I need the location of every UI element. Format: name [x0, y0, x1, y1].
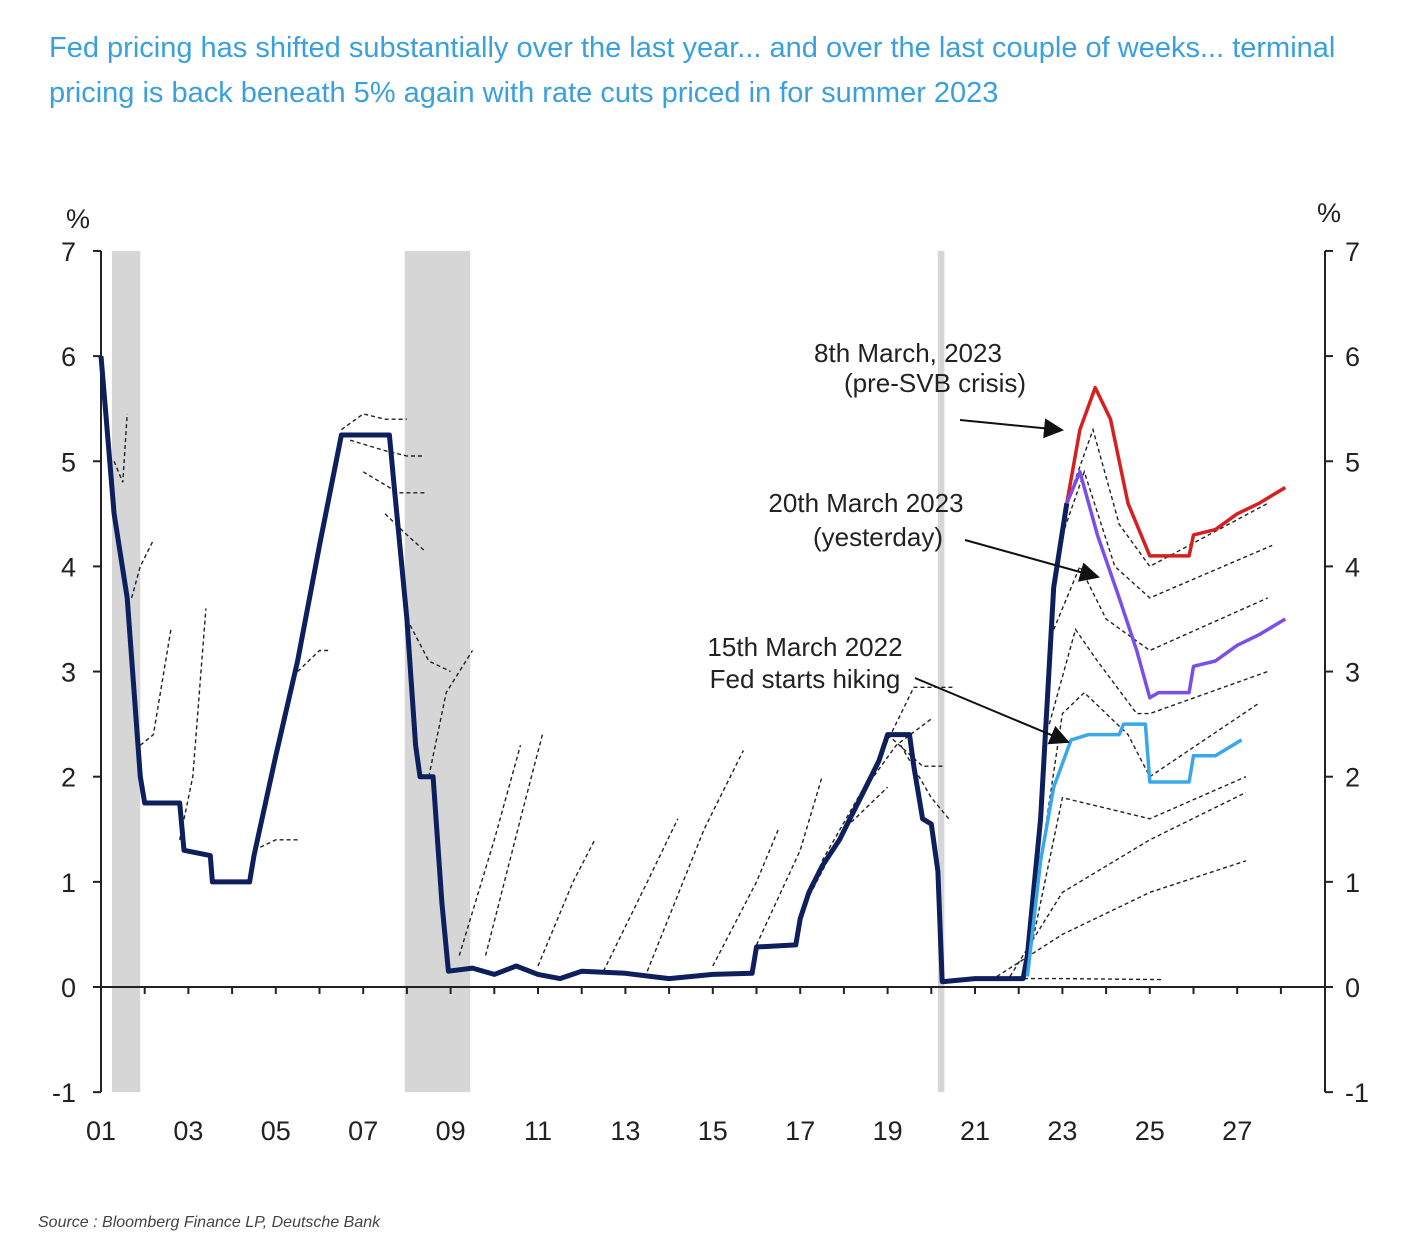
- recession-band: [111, 250, 141, 1093]
- march-20-2023-line: [1065, 470, 1287, 700]
- forward-curve-dashed: [384, 513, 425, 552]
- y-unit-right: %: [1317, 198, 1341, 228]
- forward-curve-dashed: [484, 734, 544, 956]
- x-tick-label: 09: [436, 1116, 466, 1146]
- annotation-label: 20th March 2023: [768, 488, 963, 518]
- x-tick-label: 27: [1222, 1116, 1252, 1146]
- y-tick-label-left: 5: [61, 447, 76, 477]
- forward-curve-dashed: [887, 734, 945, 767]
- x-tick-label: 21: [960, 1116, 990, 1146]
- x-tick-label: 07: [348, 1116, 378, 1146]
- x-tick-label: 05: [261, 1116, 291, 1146]
- y-tick-label-left: 3: [61, 658, 76, 688]
- forward-curve-dashed: [253, 839, 298, 851]
- recession-band: [937, 250, 945, 1093]
- forward-curve-dashed: [458, 745, 522, 956]
- forward-curve-dashed: [1053, 564, 1269, 652]
- annotation-arrow: [964, 539, 1100, 582]
- y-tick-label-left: 0: [61, 973, 76, 1003]
- forward-curve-dashed: [1039, 691, 1260, 861]
- annotation-label-line2: (pre-SVB crisis): [844, 368, 1026, 398]
- forward-curve-dashed: [1066, 427, 1269, 568]
- y-tick-label-left: -1: [52, 1078, 76, 1108]
- annotation-label-line2: (yesterday): [813, 522, 943, 552]
- forward-curve-dashed: [1048, 627, 1269, 725]
- y-tick-label-right: -1: [1345, 1078, 1369, 1108]
- forward-curve-dashed: [340, 413, 407, 431]
- forward-curve-dashed: [362, 471, 425, 494]
- annotation-label: 15th March 2022: [707, 632, 902, 662]
- forward-curve-dashed: [179, 608, 207, 840]
- forward-curve-dashed: [537, 839, 596, 967]
- forward-curve-dashed: [900, 744, 950, 820]
- y-unit-left: %: [66, 204, 90, 234]
- forward-curve-dashed: [646, 750, 745, 972]
- y-tick-label-right: 2: [1345, 763, 1360, 793]
- march-15-2022-line: [1025, 722, 1243, 977]
- forward-curve-dashed: [297, 649, 329, 673]
- annotation-arrow: [959, 418, 1064, 439]
- y-tick-label-left: 6: [61, 342, 76, 372]
- march-8-2023-line: [1065, 385, 1287, 558]
- x-tick-label: 15: [698, 1116, 728, 1146]
- annotation-label: 8th March, 2023: [814, 338, 1002, 368]
- forward-curve-dashed: [712, 829, 780, 967]
- forward-curve-dashed: [1009, 791, 1247, 977]
- x-tick-label: 23: [1047, 1116, 1077, 1146]
- y-tick-label-right: 6: [1345, 342, 1360, 372]
- y-tick-label-right: 3: [1345, 658, 1360, 688]
- forward-curve-dashed: [1031, 776, 1247, 946]
- forward-curve-dashed: [602, 818, 679, 972]
- recession-band: [404, 250, 471, 1093]
- fed-funds-line: [98, 355, 1070, 985]
- x-tick-label: 25: [1135, 1116, 1165, 1146]
- y-tick-label-right: 7: [1345, 237, 1360, 267]
- y-tick-label-left: 7: [61, 237, 76, 267]
- forward-curve-dashed: [428, 650, 474, 777]
- y-tick-label-right: 0: [1345, 973, 1360, 1003]
- x-tick-label: 19: [873, 1116, 903, 1146]
- x-tick-label: 01: [86, 1116, 116, 1146]
- y-tick-label-right: 4: [1345, 552, 1360, 582]
- source-note: Source : Bloomberg Finance LP, Deutsche …: [38, 1214, 381, 1231]
- x-tick-label: 13: [610, 1116, 640, 1146]
- forward-curve-dashed: [113, 413, 128, 483]
- y-tick-label-left: 4: [61, 552, 76, 582]
- forward-curve-dashed: [139, 629, 172, 746]
- forward-curve-dashed: [1061, 469, 1273, 599]
- y-tick-label-right: 5: [1345, 447, 1360, 477]
- x-tick-label: 03: [173, 1116, 203, 1146]
- x-tick-label: 17: [785, 1116, 815, 1146]
- annotation-label-line2: Fed starts hiking: [710, 664, 901, 694]
- y-tick-label-right: 1: [1345, 868, 1360, 898]
- forward-curve-dashed: [406, 618, 451, 673]
- forward-curve-dashed: [755, 776, 823, 946]
- forward-curve-dashed: [865, 718, 932, 788]
- x-tick-label: 11: [524, 1116, 552, 1146]
- y-tick-label-left: 2: [61, 763, 76, 793]
- annotation-arrow: [914, 677, 1070, 745]
- y-tick-label-left: 1: [61, 868, 76, 898]
- forward-curve-dashed: [130, 539, 155, 599]
- chart-title: Fed pricing has shifted substantially ov…: [49, 32, 1336, 109]
